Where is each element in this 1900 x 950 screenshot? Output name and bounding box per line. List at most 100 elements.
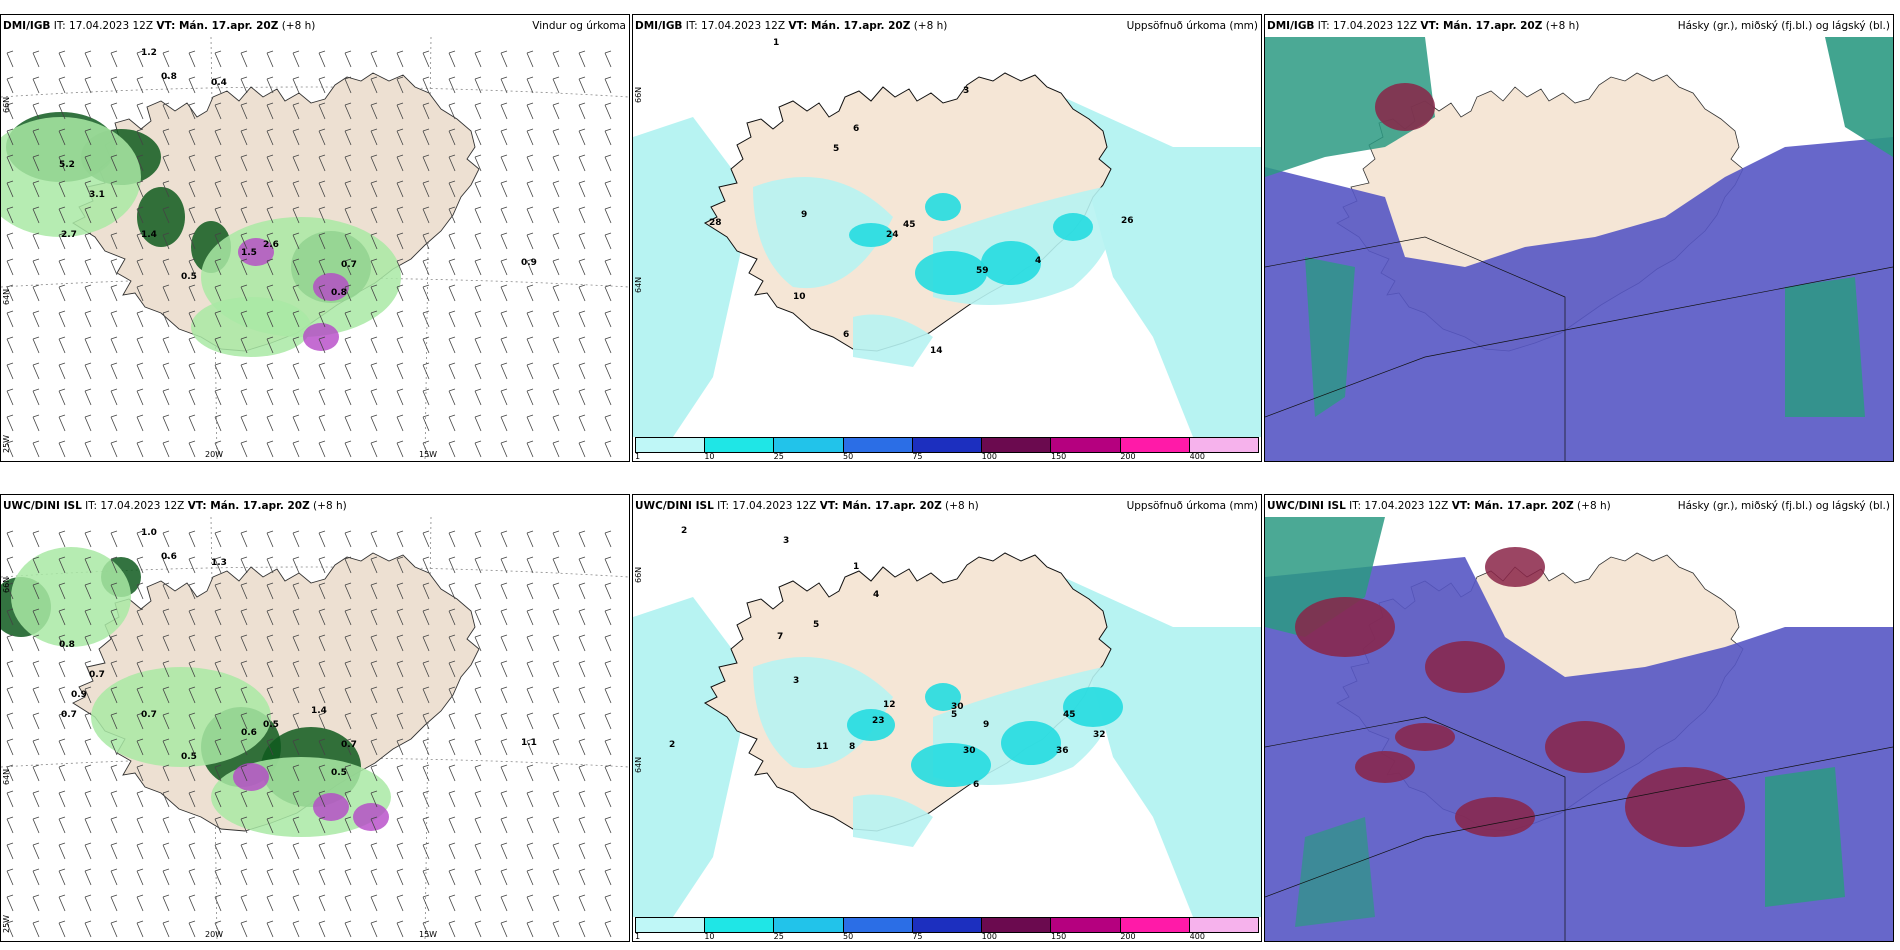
colorbar-tick-label: 10 [704, 452, 715, 461]
panel-header: DMI/IGB IT: 17.04.2023 12Z VT: Mán. 17.a… [1265, 15, 1893, 37]
moderate-precip-area [915, 251, 987, 295]
wind-barb-flag [396, 764, 404, 768]
wind-barb [214, 738, 222, 756]
wind-barb-staff [318, 208, 326, 224]
wind-barb [500, 920, 508, 938]
wind-barb-staff [396, 610, 404, 626]
wind-barb [500, 102, 508, 120]
wind-barb [578, 738, 586, 756]
precip-value-label: 0.9 [521, 258, 537, 268]
panel-clouds-top: DMI/IGB IT: 17.04.2023 12Z VT: Mán. 17.a… [1264, 14, 1894, 462]
wind-barb-flag [318, 50, 326, 54]
wind-barb-flag [266, 154, 274, 158]
wind-barb-staff [396, 896, 404, 912]
wind-barb-flag [136, 608, 144, 612]
wind-barb-staff [58, 532, 66, 548]
wind-barb-staff [136, 714, 144, 730]
wind-barb-staff [84, 740, 92, 756]
wind-barb-staff [526, 208, 534, 224]
wind-barb [422, 440, 430, 458]
wind-barb [58, 634, 66, 652]
wind-barb [266, 608, 274, 626]
wind-barb [162, 206, 170, 224]
wind-barb-flag [500, 712, 508, 716]
wind-barb-staff [136, 234, 144, 250]
wind-barb [396, 764, 404, 782]
wind-barb [474, 128, 482, 146]
wind-barb-flag [526, 712, 534, 716]
wind-barb [136, 530, 144, 548]
wind-barb-staff [474, 818, 482, 834]
graticule-64n [1, 757, 629, 768]
lead-time: (+8 h) [1577, 500, 1611, 512]
wind-barb [6, 686, 14, 704]
wind-barb-staff [214, 338, 222, 354]
wind-barb-staff [214, 52, 222, 68]
wind-barb-staff [474, 416, 482, 432]
wind-barb-staff [6, 610, 14, 626]
wind-barb [474, 362, 482, 380]
wind-barb [604, 206, 612, 224]
wind-barb [604, 582, 612, 600]
accum-value-label: 6 [843, 330, 849, 340]
wind-barb [162, 440, 170, 458]
wind-barb [162, 608, 170, 626]
wind-barb [396, 362, 404, 380]
cloud-map[interactable] [1265, 517, 1893, 941]
wind-barb [266, 258, 274, 276]
wind-barb [474, 556, 482, 574]
wind-barb-flag [370, 232, 378, 236]
cloud-map[interactable] [1265, 37, 1893, 461]
wind-barb-staff [188, 636, 196, 652]
wind-barb [422, 258, 430, 276]
wind-barb-flag [240, 362, 248, 366]
wind-barb [292, 582, 300, 600]
wind-barb [266, 556, 274, 574]
wind-barb-flag [214, 310, 222, 314]
wind-barb [58, 128, 66, 146]
wind-barb [110, 76, 118, 94]
wind-barb [370, 206, 378, 224]
wind-barb-staff [396, 182, 404, 198]
wind-barb-staff [84, 234, 92, 250]
precip-map[interactable]: 2 3 1 4 5 7 12 30 23 11 8 36 32 45 30 5 9 2 6 3 66N 64N [633, 517, 1261, 941]
wind-barb [318, 920, 326, 938]
wind-barb-staff [344, 896, 352, 912]
wind-barb-staff [318, 636, 326, 652]
wind-barb [84, 284, 92, 302]
panel-accum-precip-top: DMI/IGB IT: 17.04.2023 12Z VT: Mán. 17.a… [632, 14, 1262, 462]
wind-barb-flag [240, 232, 248, 236]
wind-barb [110, 634, 118, 652]
wind-barb-flag [214, 686, 222, 690]
wind-barb-staff [162, 156, 170, 172]
wind-barb [500, 556, 508, 574]
wind-barb-staff [500, 182, 508, 198]
wind-barb [396, 712, 404, 730]
wind-barb-staff [344, 390, 352, 406]
wind-barb-flag [292, 206, 300, 210]
wind-barb-staff [214, 558, 222, 574]
wind-barb-flag [474, 920, 482, 924]
wind-barb [370, 894, 378, 912]
wind-barb-staff [448, 286, 456, 302]
wind-barb-staff [240, 260, 248, 276]
wind-barb-flag [474, 842, 482, 846]
wind-barb [500, 232, 508, 250]
wind-barb [448, 232, 456, 250]
wind-barb-staff [32, 584, 40, 600]
wind-barb-staff [6, 130, 14, 146]
wind-barb [474, 868, 482, 886]
wind-barb-staff [162, 662, 170, 678]
wind-barb-flag [474, 660, 482, 664]
wind-barb [526, 790, 534, 808]
wind-barb-flag [188, 712, 196, 716]
wind-barb [500, 310, 508, 328]
wind-barb-staff [474, 532, 482, 548]
wind-barb-staff [266, 260, 274, 276]
wind-map[interactable]: 5.2 3.1 1.5 2.6 0.9 0.7 0.8 0.4 1.2 0.8 1.4 0.5 2.7 6… [1, 37, 629, 461]
wind-barb [240, 920, 248, 938]
wind-map[interactable]: 0.8 0.7 0.6 0.5 1.1 0.7 0.5 1.3 1.0 0.6 0.7 0.5 0.7 0… [1, 517, 629, 941]
wind-barb-flag [422, 310, 430, 314]
precip-map[interactable]: 1 3 6 5 9 10 28 45 26 59 24 14 6 4 66N 64N [633, 37, 1261, 461]
accum-value-label: 5 [833, 144, 839, 154]
